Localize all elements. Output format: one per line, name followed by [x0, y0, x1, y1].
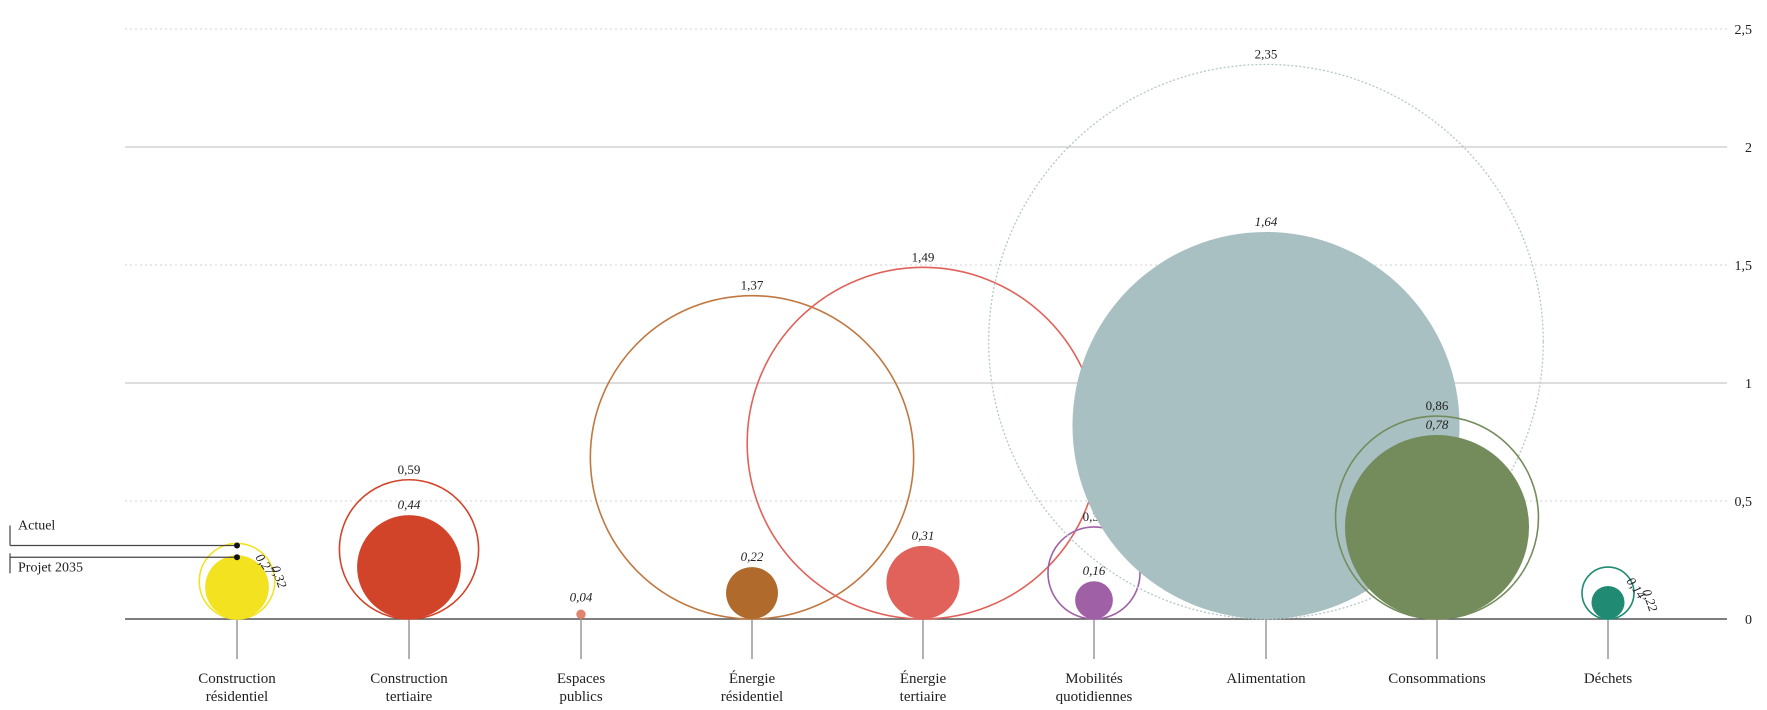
category-label: Construction — [198, 671, 276, 687]
y-tick-label: 2,5 — [1735, 23, 1753, 38]
category-label: résidentiel — [206, 689, 268, 705]
projet-circle — [1075, 581, 1113, 619]
projet-circle — [205, 555, 269, 619]
grid-lines — [125, 28, 1727, 620]
actuel-circle — [988, 63, 1544, 620]
legend-dot — [234, 554, 240, 561]
actuel-value-label: 0,59 — [398, 462, 421, 477]
category-label: Mobilités — [1065, 671, 1123, 687]
category-label: Alimentation — [1226, 671, 1306, 687]
category-stems — [236, 619, 1609, 659]
projet-circle — [1344, 434, 1530, 619]
legend: Actuel Projet 2035 — [9, 518, 240, 575]
legend-label: Projet 2035 — [18, 560, 83, 575]
projet-value-label: 0,31 — [912, 528, 935, 543]
y-tick-label: 0,5 — [1735, 495, 1753, 510]
projet-value-label: 0,04 — [570, 590, 593, 605]
y-tick-label: 2 — [1745, 141, 1752, 156]
projet-circle — [357, 515, 461, 619]
projet-value-label: 0,16 — [1083, 563, 1106, 578]
legend-label: Actuel — [18, 518, 55, 533]
projet-value-label: 0,44 — [398, 497, 421, 512]
projet-circle — [886, 545, 960, 619]
actuel-value-label: 2,35 — [1255, 46, 1278, 61]
projet-value-label: 0,22 — [741, 549, 764, 564]
bubbles: 0,270,320,590,440,041,370,221,490,310,39… — [198, 46, 1661, 620]
category-label: Construction — [370, 671, 448, 687]
legend-dot — [234, 542, 240, 549]
category-label: résidentiel — [721, 689, 783, 705]
category-label: tertiaire — [386, 689, 433, 705]
category-label: Énergie — [729, 670, 776, 687]
actuel-value-label: 0,32 — [268, 563, 290, 590]
y-tick-label: 1,5 — [1735, 259, 1753, 274]
category-label: quotidiennes — [1056, 689, 1133, 705]
actuel-circle — [589, 294, 915, 620]
category-label: Espaces — [557, 671, 605, 687]
projet-circle — [576, 609, 586, 620]
y-tick-label: 0 — [1745, 613, 1752, 628]
category-label: publics — [559, 689, 602, 705]
category-label: Consommations — [1388, 671, 1486, 687]
actuel-value-label: 1,37 — [741, 278, 764, 293]
y-axis-ticks: 0 0,5 1 1,5 2 2,5 — [1735, 23, 1753, 628]
category-label: Déchets — [1584, 671, 1632, 687]
projet-value-label: 1,64 — [1255, 214, 1278, 229]
actuel-value-label: 0,22 — [1639, 587, 1661, 614]
category-label: Énergie — [900, 670, 947, 687]
actuel-value-label: 1,49 — [912, 249, 935, 264]
category-labels: Construction résidentiel Construction terti… — [198, 670, 1632, 705]
y-tick-label: 1 — [1745, 377, 1752, 392]
projet-value-label: 0,78 — [1426, 417, 1449, 432]
actuel-value-label: 0,86 — [1426, 398, 1449, 413]
projet-circle — [726, 567, 778, 619]
category-label: tertiaire — [900, 689, 947, 705]
projet-circle — [1591, 585, 1625, 619]
